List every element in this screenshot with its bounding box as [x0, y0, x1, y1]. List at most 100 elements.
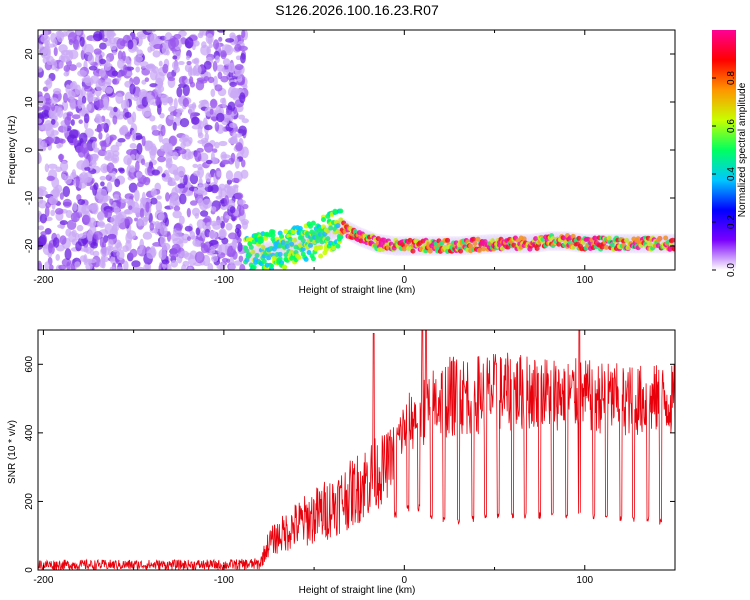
spectrogram-noise-blob: [84, 166, 91, 171]
spectrogram-noise-blob: [153, 38, 163, 45]
colorbar-gradient: [712, 30, 736, 270]
spectrogram-noise-blob: [208, 43, 213, 49]
spectrogram-noise-blob: [45, 77, 53, 89]
spectrogram-noise-blob: [191, 124, 201, 130]
spectrogram-noise-blob: [52, 186, 60, 199]
spectrogram-noise-blob: [57, 224, 65, 229]
spectrogram-noise-blob: [83, 77, 92, 84]
spectrogram-noise-blob: [40, 231, 48, 236]
spectrogram-noise-blob: [157, 86, 162, 98]
spectrogram-tone-mark: [323, 246, 329, 252]
snr-marks: [38, 330, 675, 570]
spectrogram-noise-blob: [74, 84, 81, 95]
spectrogram-noise-blob: [123, 155, 133, 166]
spectrogram-noise-blob: [99, 58, 106, 65]
spectrogram-noise-blob: [144, 77, 150, 83]
spectrogram-noise-blob: [228, 232, 238, 240]
spectrogram-noise-blob: [104, 208, 113, 219]
spectrogram-noise-blob: [112, 246, 119, 253]
spectrogram-noise-blob: [126, 230, 137, 240]
spectrogram-tone-mark: [410, 248, 416, 254]
spectrogram-noise-blob: [241, 146, 249, 159]
spectrogram-noise-blob: [151, 169, 160, 176]
spectrogram-noise-blob: [202, 218, 211, 223]
spectrogram-noise-blob: [146, 93, 152, 103]
spectrogram-noise-blob: [128, 182, 138, 193]
spectrogram-noise-blob: [158, 60, 163, 67]
spectrogram-noise-blob: [93, 231, 103, 240]
spectrogram-noise-blob: [64, 175, 72, 185]
spectrogram-noise-blob: [104, 77, 112, 85]
spectrogram-noise-blob: [38, 106, 44, 111]
spectrogram-tone-mark: [279, 234, 285, 240]
spectrogram-noise-blob: [38, 152, 42, 164]
spectrogram-noise-blob: [117, 138, 126, 143]
spectrogram-noise-blob: [105, 57, 111, 68]
spectrogram-noise-blob: [119, 126, 129, 135]
spectrogram-noise-blob: [150, 188, 157, 197]
spectrogram-noise-blob: [229, 81, 237, 87]
spectrogram-noise-blob: [126, 60, 132, 67]
snr-y-label: SNR (10 * v/v): [7, 420, 18, 484]
spectrogram-noise-blob: [100, 140, 107, 152]
spectrogram-noise-blob: [231, 239, 238, 250]
spectrogram-tone-mark: [476, 247, 482, 253]
spectrogram-noise-blob: [115, 113, 125, 120]
spectrogram-noise-blob: [98, 68, 106, 78]
spectrogram-noise-blob: [238, 114, 246, 120]
spectrogram-noise-blob: [77, 233, 87, 239]
spectrogram-noise-blob: [204, 124, 213, 131]
spectrogram-noise-blob: [72, 202, 78, 212]
x-tick-label: -200: [33, 275, 53, 286]
spectrogram-noise-blob: [174, 222, 183, 231]
spectrogram-noise-blob: [234, 43, 242, 52]
spectrogram-noise-blob: [50, 32, 57, 43]
spectrogram-noise-blob: [165, 192, 170, 202]
spectrogram-noise-blob: [76, 62, 82, 68]
spectrogram-noise-blob: [100, 254, 106, 265]
spectrogram-noise-blob: [109, 198, 114, 205]
spectrogram-noise-blob: [58, 44, 68, 53]
snr-x-label: Height of straight line (km): [299, 585, 416, 596]
spectrogram-noise-blob: [128, 165, 136, 173]
spectrogram-noise-blob: [94, 115, 103, 124]
spectrogram-noise-blob: [158, 212, 165, 221]
spectrogram-noise-blob: [61, 31, 68, 37]
spectrogram-noise-blob: [120, 198, 126, 204]
spectrogram-noise-blob: [158, 248, 167, 260]
spectrogram-noise-blob: [162, 63, 169, 74]
spectrogram-noise-blob: [69, 98, 76, 110]
spectrogram-noise-blob: [166, 263, 172, 270]
spectrogram-noise-blob: [208, 239, 219, 246]
spectrogram-noise-blob: [71, 114, 81, 120]
y-tick-label: 200: [24, 493, 35, 510]
spectrogram-noise-blob: [113, 206, 120, 215]
spectrogram-noise-blob: [204, 132, 210, 142]
spectrogram-noise-blob: [157, 155, 166, 163]
y-tick-label: -20: [24, 238, 35, 253]
spectrogram-x-label: Height of straight line (km): [299, 285, 416, 296]
spectrogram-noise-blob: [106, 181, 113, 193]
spectrogram-noise-blob: [234, 158, 240, 169]
spectrogram-noise-blob: [105, 86, 114, 94]
spectrogram-noise-blob: [150, 197, 158, 205]
spectrogram-noise-blob: [211, 255, 219, 263]
spectrogram-noise-blob: [214, 84, 223, 92]
spectrogram-noise-blob: [235, 142, 243, 152]
spectrogram-noise-blob: [189, 230, 196, 240]
spectrogram-noise-blob: [123, 64, 128, 76]
spectrogram-noise-blob: [220, 159, 231, 165]
spectrogram-noise-blob: [232, 250, 238, 260]
spectrogram-noise-blob: [159, 235, 166, 247]
spectrogram-noise-blob: [203, 60, 212, 70]
spectrogram-noise-blob: [111, 51, 117, 56]
spectrogram-noise-blob: [186, 60, 192, 66]
spectrogram-noise-blob: [44, 261, 50, 270]
spectrogram-noise-blob: [70, 119, 75, 126]
spectrogram-noise-blob: [215, 219, 222, 224]
spectrogram-noise-blob: [225, 109, 232, 116]
spectrogram-tone-mark: [310, 220, 316, 226]
spectrogram-noise-blob: [207, 186, 213, 192]
spectrogram-noise-blob: [87, 53, 95, 65]
spectrogram-noise-blob: [224, 44, 234, 56]
